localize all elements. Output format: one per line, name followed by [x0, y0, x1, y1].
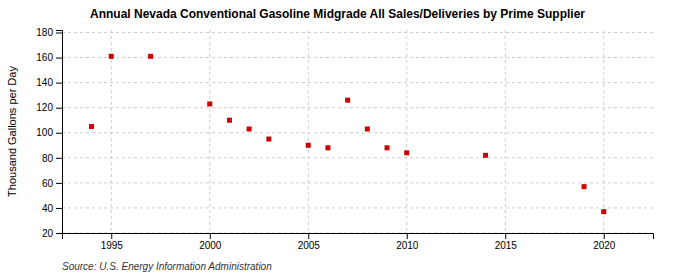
- axis-line: [63, 234, 654, 240]
- tick-label: 40: [42, 203, 54, 214]
- tick-label: 1995: [101, 240, 124, 251]
- point: [207, 101, 212, 106]
- point: [601, 209, 606, 214]
- tick-label: 2020: [593, 240, 616, 251]
- tick: 2005: [298, 233, 321, 251]
- tick-mark: [56, 233, 62, 234]
- tick-mark: [56, 183, 62, 184]
- grid-line: [111, 30, 112, 233]
- tick-label: 180: [36, 27, 53, 38]
- tick-mark: [111, 233, 112, 239]
- tick-label: 120: [36, 102, 53, 113]
- point: [483, 153, 488, 158]
- tick: 2000: [199, 233, 222, 251]
- tick-label: 2000: [199, 240, 222, 251]
- grid-line: [62, 132, 653, 133]
- point: [325, 145, 330, 150]
- x-axis: 1995 2000 2005 2010 2015 2020: [63, 233, 654, 251]
- tick-label: 140: [36, 77, 53, 88]
- tick-mark: [407, 233, 408, 239]
- tick-mark: [56, 158, 62, 159]
- point: [109, 54, 114, 59]
- tick: 2020: [593, 233, 616, 251]
- grid-line: [603, 30, 604, 233]
- tick-label: 2010: [396, 240, 419, 251]
- tick: 1995: [101, 233, 124, 251]
- grid-line: [62, 32, 653, 33]
- tick-mark: [604, 233, 605, 239]
- tick-mark: [56, 108, 62, 109]
- tick-label: 2005: [298, 240, 321, 251]
- tick: 20: [42, 228, 62, 239]
- tick: 2015: [495, 233, 518, 251]
- point: [227, 118, 232, 123]
- grid-line: [308, 30, 309, 233]
- title: Annual Nevada Conventional Gasoline Midg…: [90, 7, 585, 21]
- point: [404, 150, 409, 155]
- grid-line: [505, 30, 506, 233]
- point: [306, 143, 311, 148]
- tick-mark: [56, 133, 62, 134]
- tick: 60: [42, 178, 62, 189]
- tick: 100: [36, 127, 62, 138]
- tick: 2010: [396, 233, 419, 251]
- chart: 1995200020052010201520202040608010012014…: [0, 0, 675, 275]
- point: [247, 126, 252, 131]
- y-axis: 20 40 60 80 100 120 140 160 180: [36, 27, 62, 238]
- grid-line: [62, 182, 653, 183]
- tick-mark: [210, 233, 211, 239]
- tick-mark: [56, 33, 62, 34]
- tick-mark: [56, 208, 62, 209]
- tick-label: 60: [42, 178, 54, 189]
- tick-mark: [505, 233, 506, 239]
- grid-line: [62, 107, 653, 108]
- tick: 180: [36, 27, 62, 38]
- point: [266, 137, 271, 142]
- y-axis-title: Thousand Gallons per Day: [6, 66, 18, 197]
- grid-line: [209, 30, 210, 233]
- tick-mark: [56, 83, 62, 84]
- tick-label: 160: [36, 52, 53, 63]
- tick: 120: [36, 102, 62, 113]
- points: [89, 54, 606, 214]
- grid-line: [406, 30, 407, 233]
- grid: [62, 30, 653, 233]
- grid-line: [62, 157, 653, 158]
- plot: 1995200020052010201520202040608010012014…: [36, 27, 653, 251]
- grid-line: [62, 82, 653, 83]
- tick-label: 80: [42, 153, 54, 164]
- axis-line: [56, 31, 63, 234]
- grid-line: [62, 207, 653, 208]
- tick: 140: [36, 77, 62, 88]
- source: Source: U.S. Energy Information Administ…: [62, 261, 272, 272]
- point: [148, 54, 153, 59]
- point: [345, 98, 350, 103]
- tick-mark: [56, 58, 62, 59]
- point: [89, 124, 94, 129]
- point: [365, 126, 370, 131]
- tick: 80: [42, 153, 62, 164]
- tick: 40: [42, 203, 62, 214]
- tick-mark: [308, 233, 309, 239]
- tick-label: 20: [42, 228, 54, 239]
- tick-label: 100: [36, 127, 53, 138]
- point: [582, 184, 587, 189]
- tick-label: 2015: [495, 240, 518, 251]
- tick: 160: [36, 52, 62, 63]
- point: [385, 145, 390, 150]
